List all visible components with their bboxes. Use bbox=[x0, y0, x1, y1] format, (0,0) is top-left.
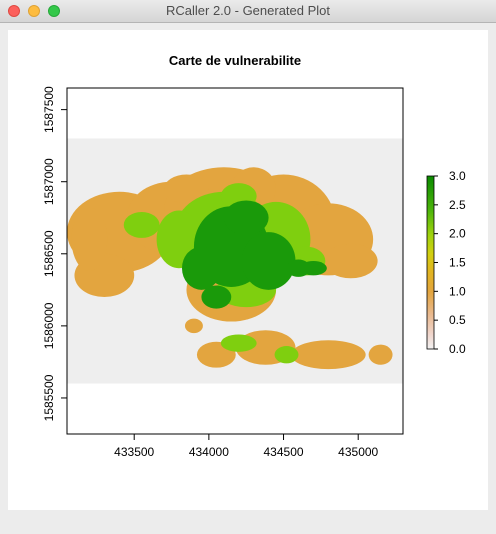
color-legend: 0.0 0.5 1.0 1.5 2.0 2.5 3.0 bbox=[426, 169, 466, 356]
zone-low-patch bbox=[71, 207, 108, 272]
x-tick-label: 434500 bbox=[264, 445, 304, 459]
x-tick-label: 434000 bbox=[189, 445, 229, 459]
window-title: RCaller 2.0 - Generated Plot bbox=[165, 3, 331, 18]
plot-frame bbox=[66, 87, 404, 435]
plot-canvas: Carte de vulnerabilite 433500 434000 43450… bbox=[8, 30, 488, 510]
close-window-button[interactable] bbox=[8, 5, 20, 17]
plot-area bbox=[67, 138, 403, 384]
legend-tick-label: 1.5 bbox=[449, 256, 466, 270]
legend-tick-label: 2.5 bbox=[449, 198, 466, 212]
zone-high-patch bbox=[241, 232, 296, 290]
y-tick-label: 1586500 bbox=[42, 230, 56, 277]
zoom-window-button[interactable] bbox=[48, 5, 60, 17]
legend-tick-label: 0.0 bbox=[449, 342, 466, 356]
legend-tick-label: 1.0 bbox=[449, 284, 466, 298]
zone-high-patch bbox=[223, 200, 269, 236]
y-tick-label: 1585500 bbox=[42, 374, 56, 421]
zone-high-patch bbox=[201, 285, 232, 309]
legend-color-bar bbox=[426, 175, 435, 350]
legend-tick-label: 3.0 bbox=[449, 169, 466, 183]
zone-medium-patch bbox=[123, 211, 160, 238]
y-tick-label: 1586000 bbox=[42, 302, 56, 349]
x-tick-label: 435000 bbox=[338, 445, 378, 459]
vulnerability-map-chart: Carte de vulnerabilite 433500 434000 43450… bbox=[42, 53, 466, 459]
zone-medium-patch bbox=[220, 334, 257, 352]
x-tick-label: 433500 bbox=[114, 445, 154, 459]
title-bar[interactable]: RCaller 2.0 - Generated Plot bbox=[0, 0, 496, 23]
zone-low-patch bbox=[164, 174, 209, 204]
zone-high-patch bbox=[181, 246, 221, 290]
chart-title: Carte de vulnerabilite bbox=[169, 53, 301, 68]
zone-low-patch bbox=[368, 344, 393, 365]
zone-low-patch bbox=[323, 243, 378, 279]
y-tick-label: 1587500 bbox=[42, 86, 56, 133]
zone-low-patch bbox=[291, 340, 366, 370]
zone-high-patch bbox=[299, 261, 327, 276]
y-tick-label: 1587000 bbox=[42, 158, 56, 205]
zone-medium-patch bbox=[274, 346, 299, 364]
legend-tick-label: 0.5 bbox=[449, 313, 466, 327]
zone-low-patch bbox=[184, 318, 203, 334]
axes: 433500 434000 434500 435000 1585500 1586000 15… bbox=[42, 86, 404, 459]
zone-high bbox=[181, 200, 327, 309]
minimize-window-button[interactable] bbox=[28, 5, 40, 17]
legend-tick-label: 2.0 bbox=[449, 227, 466, 241]
